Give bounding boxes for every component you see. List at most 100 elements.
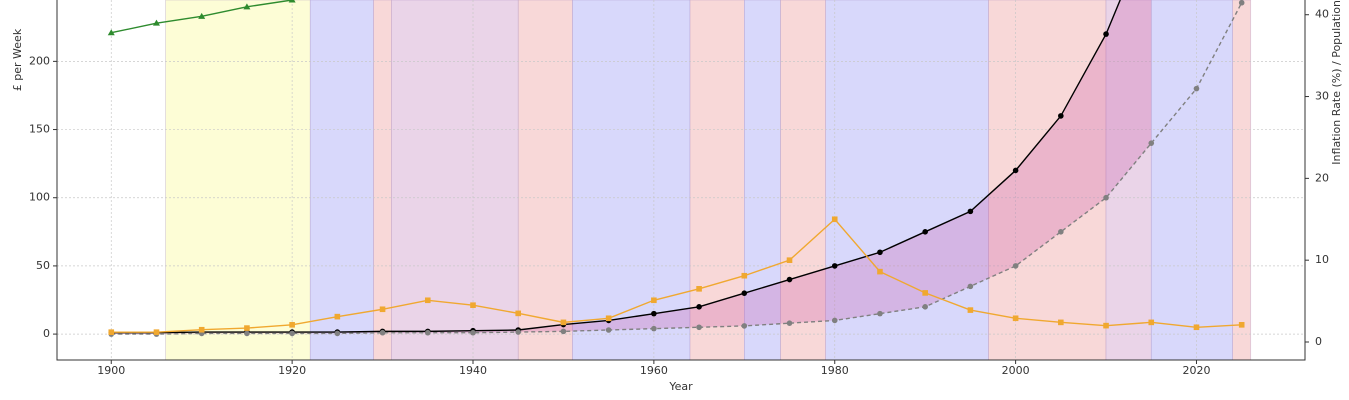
marker: [1193, 324, 1200, 331]
marker: [877, 249, 883, 256]
marker: [651, 310, 657, 317]
marker: [1193, 85, 1200, 92]
marker: [198, 12, 206, 19]
marker: [198, 326, 205, 333]
marker: [515, 329, 522, 335]
x-axis-label: Year: [668, 380, 693, 393]
x-tick-label: 1960: [640, 364, 668, 377]
y2-tick-label: 10: [1315, 253, 1329, 266]
marker: [1103, 322, 1109, 329]
marker: [560, 319, 567, 326]
marker: [1012, 263, 1019, 269]
marker: [244, 325, 250, 331]
y-tick-label: 0: [43, 327, 50, 340]
marker: [1148, 319, 1155, 326]
marker: [424, 297, 431, 304]
marker: [289, 322, 295, 328]
marker: [696, 286, 702, 292]
marker: [560, 328, 567, 335]
y-axis-label: £ per Week: [11, 28, 24, 91]
period-band: [572, 0, 691, 360]
marker: [831, 317, 838, 324]
marker: [877, 310, 883, 317]
period-band: [373, 0, 392, 360]
period-band: [780, 0, 826, 360]
y2-tick-label: 20: [1315, 171, 1329, 184]
marker: [786, 276, 793, 283]
marker: [515, 310, 522, 317]
marker: [1058, 319, 1064, 326]
marker: [470, 329, 476, 336]
period-band: [517, 0, 573, 360]
marker: [334, 330, 341, 337]
marker: [922, 290, 928, 296]
y-tick-label: 200: [29, 54, 50, 67]
marker: [108, 329, 115, 335]
marker: [696, 324, 702, 331]
y2-tick-label: 40: [1315, 8, 1329, 21]
marker: [877, 268, 883, 275]
marker: [288, 0, 296, 3]
marker: [696, 304, 702, 310]
plot-frame: [56, 0, 1306, 361]
marker: [786, 257, 793, 263]
marker: [1058, 113, 1064, 119]
marker: [831, 263, 838, 269]
x-tick-label: 1980: [821, 364, 849, 377]
series-line: [111, 218, 1242, 333]
period-band: [825, 0, 989, 360]
marker: [1238, 0, 1245, 6]
marker: [470, 302, 476, 308]
marker: [152, 19, 160, 26]
marker: [741, 323, 748, 329]
marker: [651, 297, 657, 304]
marker: [967, 283, 974, 290]
marker: [1058, 229, 1064, 235]
series-line: [111, 0, 1121, 334]
y2-tick-label: 30: [1315, 90, 1329, 103]
marker: [334, 313, 341, 320]
period-band: [689, 0, 745, 360]
marker: [107, 29, 115, 36]
marker: [967, 208, 974, 215]
marker: [1238, 322, 1245, 328]
period-band: [988, 0, 1107, 360]
period-band: [1150, 0, 1233, 360]
marker: [741, 272, 748, 279]
marker: [967, 307, 974, 313]
x-tick-label: 1900: [97, 364, 125, 377]
marker: [1103, 31, 1109, 37]
marker: [244, 330, 250, 337]
period-band: [391, 0, 519, 360]
y2-axis-label: Inflation Rate (%) / Population: [1330, 0, 1343, 165]
marker: [651, 325, 657, 332]
x-tick-label: 1920: [278, 364, 306, 377]
y2-tick-label: 0: [1315, 335, 1322, 348]
y-tick-label: 150: [29, 123, 50, 136]
x-tick-label: 2000: [1002, 364, 1030, 377]
fill-between: [111, 0, 1152, 335]
period-band: [165, 0, 311, 360]
marker: [922, 304, 928, 310]
marker: [289, 330, 295, 337]
marker: [605, 327, 612, 333]
series-line: [111, 2, 1243, 335]
marker: [424, 329, 431, 336]
x-tick-label: 2020: [1182, 364, 1210, 377]
marker: [1103, 194, 1109, 201]
marker: [786, 320, 793, 326]
marker: [831, 216, 838, 223]
period-band: [309, 0, 374, 360]
marker: [379, 306, 386, 313]
marker: [922, 229, 928, 235]
x-tick-label: 1940: [459, 364, 487, 377]
marker: [741, 290, 748, 296]
marker: [605, 315, 612, 322]
marker: [243, 3, 251, 10]
marker: [1012, 167, 1019, 174]
period-band: [1232, 0, 1252, 360]
y-tick-label: 50: [36, 259, 50, 272]
marker: [1012, 315, 1019, 322]
y-tick-label: 100: [29, 191, 50, 204]
